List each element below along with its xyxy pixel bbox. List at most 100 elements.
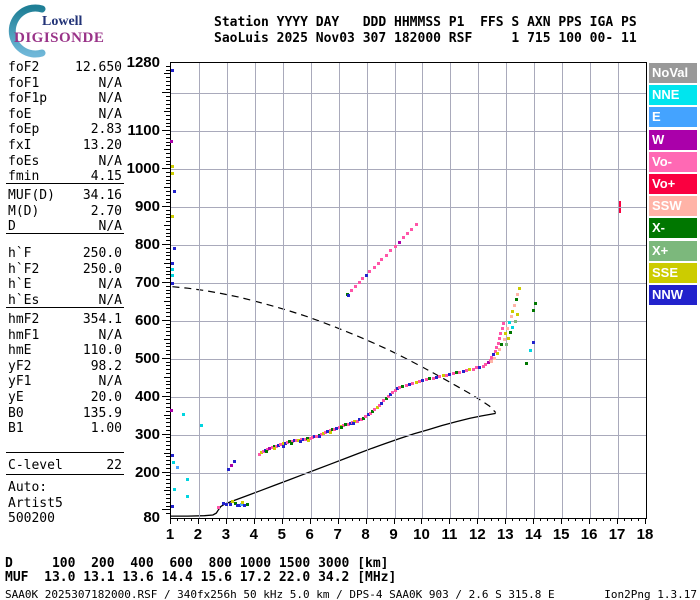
parameter-value: N/A (98, 75, 122, 91)
x-axis-label: 16 (580, 526, 598, 543)
echo-point (270, 446, 274, 450)
parameter-value: 34.16 (82, 188, 122, 203)
y-axis-tick (166, 369, 170, 371)
echo-point (286, 440, 290, 444)
y-axis-tick (166, 289, 170, 291)
legend-item-nne: NNE (649, 85, 697, 106)
x-axis-tick (176, 518, 178, 521)
parameter-value: 250.0 (82, 246, 122, 261)
echo-point (492, 356, 496, 360)
y-axis-tick (166, 251, 170, 253)
y-axis-tick (164, 338, 170, 340)
parameter-value: 2.83 (90, 122, 122, 138)
parameter-value: N/A (98, 106, 122, 122)
y-axis-tick (166, 240, 170, 242)
echo-point (240, 502, 244, 506)
echo-point (504, 342, 508, 346)
y-axis-tick (166, 247, 170, 249)
y-axis-tick (166, 80, 170, 82)
echo-point (360, 417, 363, 421)
y-axis-tick (164, 111, 170, 113)
parameter-value: N/A (98, 327, 122, 343)
echo-point (290, 439, 294, 443)
x-axis-tick (211, 518, 213, 521)
echo-point (324, 430, 328, 434)
x-axis-tick (638, 518, 639, 521)
parameter-value: N/A (98, 153, 122, 169)
y-axis-tick (166, 213, 170, 215)
echo-point (246, 503, 249, 507)
echo-point (172, 189, 176, 193)
echo-point (406, 232, 410, 236)
parameter-row-md: M(D) 2.70 (8, 204, 122, 219)
parameter-label: fmin (8, 169, 40, 185)
x-axis-tick (561, 518, 563, 524)
x-axis-tick (582, 518, 584, 521)
lowell-digisonde-logo: Lowell DIGISONDE (6, 4, 116, 58)
parameter-label: foF1p (8, 91, 48, 107)
parameter-row-b1: B1 1.00 (8, 421, 122, 436)
y-axis-label: 200 (134, 463, 160, 481)
gridline-horizontal (171, 472, 646, 474)
x-axis-tick (610, 518, 612, 521)
parameter-value: N/A (98, 374, 122, 390)
parameter-label: fxI (8, 138, 32, 153)
parameter-label: C-level (8, 458, 63, 473)
echo-point (428, 377, 432, 381)
echo-point (502, 337, 506, 341)
gridline-horizontal (171, 358, 646, 360)
echo-point (451, 372, 455, 376)
echo-point (484, 363, 488, 367)
echo-point (292, 439, 296, 443)
gridline-vertical (478, 63, 480, 518)
echo-point (513, 303, 517, 307)
y-axis-tick (166, 444, 170, 446)
panel-divider (6, 233, 124, 234)
parameter-row-hes: h`Es N/A (8, 293, 122, 308)
echo-point (175, 465, 179, 469)
y-axis-tick (166, 266, 170, 268)
echo-point (389, 248, 393, 252)
echo-point (515, 313, 519, 317)
echo-point (516, 292, 520, 296)
echo-point (511, 325, 515, 329)
parameter-value: 98.2 (90, 358, 122, 374)
echo-point (496, 341, 500, 345)
echo-point (371, 410, 375, 414)
x-axis-label: 18 (636, 526, 654, 543)
gridline-horizontal (171, 131, 646, 133)
gridline-horizontal (171, 169, 646, 171)
x-axis-tick (505, 518, 507, 524)
echo-point (382, 399, 386, 403)
echo-point (455, 371, 458, 375)
echo-point (495, 352, 499, 356)
y-axis-tick (166, 388, 170, 390)
gridline-vertical (562, 63, 564, 518)
header-station-values: SaoLuis 2025 Nov03 307 182000 RSF 1 715 … (214, 31, 637, 46)
gridline-horizontal (171, 320, 646, 322)
x-axis-label: 5 (277, 526, 286, 543)
echo-point (373, 408, 377, 412)
y-axis-tick (162, 130, 170, 132)
parameter-row-ye: yE 20.0 (8, 390, 122, 405)
x-axis-label: 1 (165, 526, 175, 543)
echo-point (278, 443, 282, 447)
y-axis-tick (166, 331, 170, 333)
y-axis-tick (166, 426, 170, 427)
y-axis-tick (166, 107, 170, 109)
y-axis-tick (166, 153, 170, 154)
parameter-row-fof1: foF1 N/A (8, 76, 122, 91)
x-axis-label: 11 (441, 526, 458, 543)
parameter-label: h`F (8, 246, 32, 261)
y-axis-tick (162, 433, 170, 435)
legend-item-sse: SSE (649, 262, 697, 283)
parameter-row-fof1p: foF1p N/A (8, 91, 122, 106)
echo-point (171, 262, 175, 266)
echo-point (281, 444, 285, 448)
y-axis-tick (166, 285, 170, 287)
y-axis-tick (166, 437, 170, 439)
y-axis-tick (162, 281, 170, 283)
y-axis-tick (166, 217, 170, 219)
y-axis-tick (166, 297, 170, 299)
y-axis-tick (166, 134, 170, 136)
